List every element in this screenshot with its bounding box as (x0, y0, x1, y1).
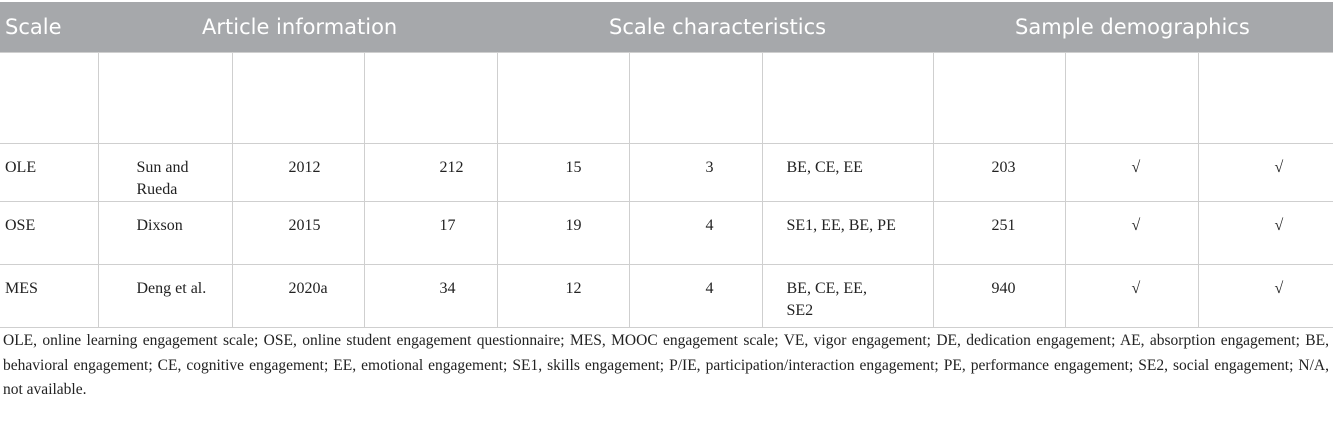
table-cell: 12 (496, 264, 630, 328)
table-cell: Dixson (97, 201, 233, 265)
table-cell: 2015 (231, 201, 365, 265)
cell-text: 12 (565, 280, 582, 297)
cell-text: 15 (565, 159, 582, 176)
table-cell: SE1, EE, BE, PE (761, 201, 934, 265)
cell-text: Deng et al. (136, 280, 207, 297)
table-cell: √ (1064, 201, 1199, 265)
cell-text: OSE (5, 217, 36, 234)
table-cell: 17 (363, 201, 498, 265)
cell-text: 17 (439, 217, 456, 234)
cell-text: 2012 (288, 159, 321, 176)
table-cell: 4 (628, 264, 763, 328)
cell-text: 251 (991, 217, 1016, 234)
cell-text: 4 (705, 280, 714, 297)
table-row: OLE Sun and Rueda 2012 212 15 3 BE, CE, EE 203 √… (0, 143, 1333, 202)
cell-text: 34 (439, 280, 456, 297)
table-cell: √ (1064, 264, 1199, 328)
cell-text: Dixson (136, 217, 183, 234)
cell-text: 4 (705, 217, 714, 234)
cell-text: Sun and Rueda (136, 159, 189, 198)
table-cell: 212 (363, 143, 498, 202)
cell-text: 212 (439, 159, 464, 176)
cell-text: 2020a (288, 280, 328, 297)
header-cell: Article information (98, 2, 497, 53)
cell-text: 3 (705, 159, 714, 176)
table-cell: 19 (496, 201, 630, 265)
table-row: MES Deng et al. 2020a 34 12 4 BE, CE, EE, SE2 9… (0, 264, 1333, 328)
footnote: OLE, online learning engagement scale; O… (3, 332, 1329, 398)
header-cell: Sample demographics (933, 2, 1333, 53)
cell-text: MES (5, 280, 38, 297)
empty-row (0, 52, 1333, 144)
cell-text: BE, CE, EE, SE2 (786, 280, 867, 319)
cell-text: OLE (5, 159, 37, 176)
header-cell: Scale (0, 2, 98, 53)
table-cell: 940 (932, 264, 1066, 328)
cell-text: √ (1274, 217, 1284, 234)
data-table: Scale Article information Scale characte… (0, 2, 1333, 328)
table-cell: 34 (363, 264, 498, 328)
table-cell: 251 (932, 201, 1066, 265)
cell-text: √ (1274, 280, 1284, 297)
table-cell: Sun and Rueda (97, 143, 233, 202)
cell-text: 203 (991, 159, 1016, 176)
table-cell: 15 (496, 143, 630, 202)
header-row: Scale Article information Scale characte… (0, 2, 1333, 53)
table-cell: 2012 (231, 143, 365, 202)
cell-text: √ (1131, 280, 1141, 297)
table-cell: Deng et al. (97, 264, 233, 328)
table-cell: 3 (628, 143, 763, 202)
cell-text: 19 (565, 217, 582, 234)
table-cell: √ (1064, 143, 1199, 202)
table-cell: OSE (0, 201, 99, 265)
table-cell: BE, CE, EE (761, 143, 934, 202)
cell-text: 2015 (288, 217, 321, 234)
header-cell: Scale characteristics (497, 2, 934, 53)
table-cell: 2020a (231, 264, 365, 328)
cell-text: √ (1131, 217, 1141, 234)
cell-text: √ (1274, 159, 1284, 176)
table-cell: OLE (0, 143, 99, 202)
table-cell: √ (1197, 264, 1333, 328)
cell-text: BE, CE, EE (786, 159, 863, 176)
cell-text: 940 (991, 280, 1016, 297)
table-cell: MES (0, 264, 99, 328)
cell-text: SE1, EE, BE, PE (786, 217, 896, 234)
table-cell: 4 (628, 201, 763, 265)
table-cell: BE, CE, EE, SE2 (761, 264, 934, 328)
cell-text: √ (1131, 159, 1141, 176)
table-cell: √ (1197, 201, 1333, 265)
table-cell: 203 (932, 143, 1066, 202)
table-cell: √ (1197, 143, 1333, 202)
table-row: OSE Dixson 2015 17 19 4 SE1, EE, BE, PE 251 √ √ (0, 201, 1333, 265)
